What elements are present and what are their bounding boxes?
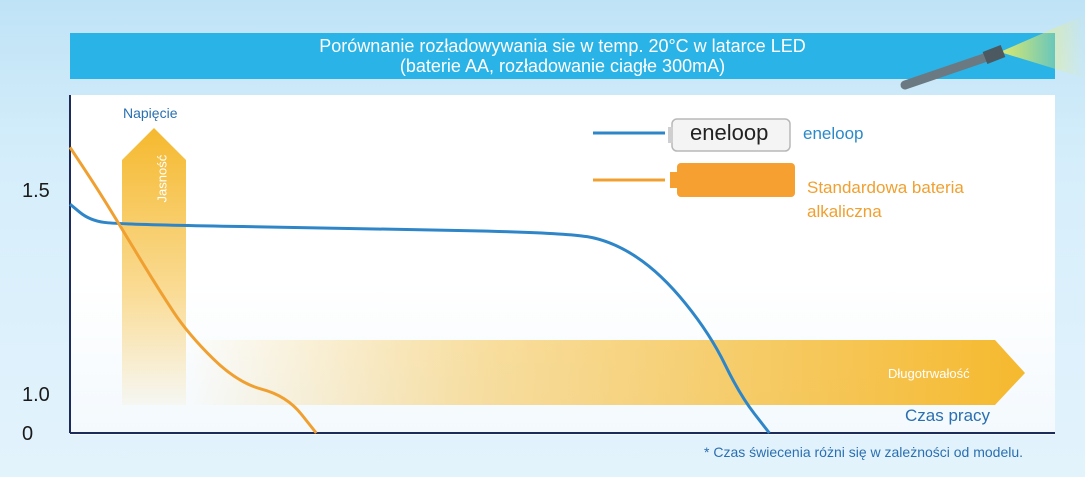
chart-title-line2: (baterie AA, rozładowanie ciagłe 300mA) — [399, 56, 726, 76]
footnote: * Czas świecenia różni się w zależności … — [704, 444, 1024, 460]
y-tick-label: 0 — [22, 423, 34, 445]
horizontal-arrow — [185, 340, 1025, 405]
alkaline-battery-icon — [670, 163, 795, 197]
x-axis-label: Czas pracy — [905, 406, 991, 425]
y-tick-label: 1.0 — [22, 384, 50, 406]
legend-label-eneloop: eneloop — [803, 124, 864, 143]
chart-title-line1: Porównanie rozładowywania sie w temp. 20… — [319, 36, 806, 56]
vertical-arrow — [122, 128, 186, 405]
horizontal-arrow-label: Długotrwałość — [888, 366, 970, 381]
chart-title-bar: Porównanie rozładowywania sie w temp. 20… — [70, 33, 1055, 79]
y-tick-label: 1.5 — [22, 180, 50, 202]
eneloop-battery-icon — [668, 118, 791, 152]
vertical-arrow-label: Jasność — [154, 154, 170, 203]
legend-label-alkaline-line1: Standardowa bateria — [807, 178, 964, 197]
legend-label-alkaline: Standardowa bateria alkaliczna — [807, 176, 964, 224]
y-axis-label: Napięcie — [123, 105, 178, 121]
legend-label-alkaline-line2: alkaliczna — [807, 202, 882, 221]
series-line-alkaline — [68, 146, 318, 434]
eneloop-brand-label: eneloop — [690, 120, 769, 145]
series-line-eneloop — [69, 203, 771, 434]
